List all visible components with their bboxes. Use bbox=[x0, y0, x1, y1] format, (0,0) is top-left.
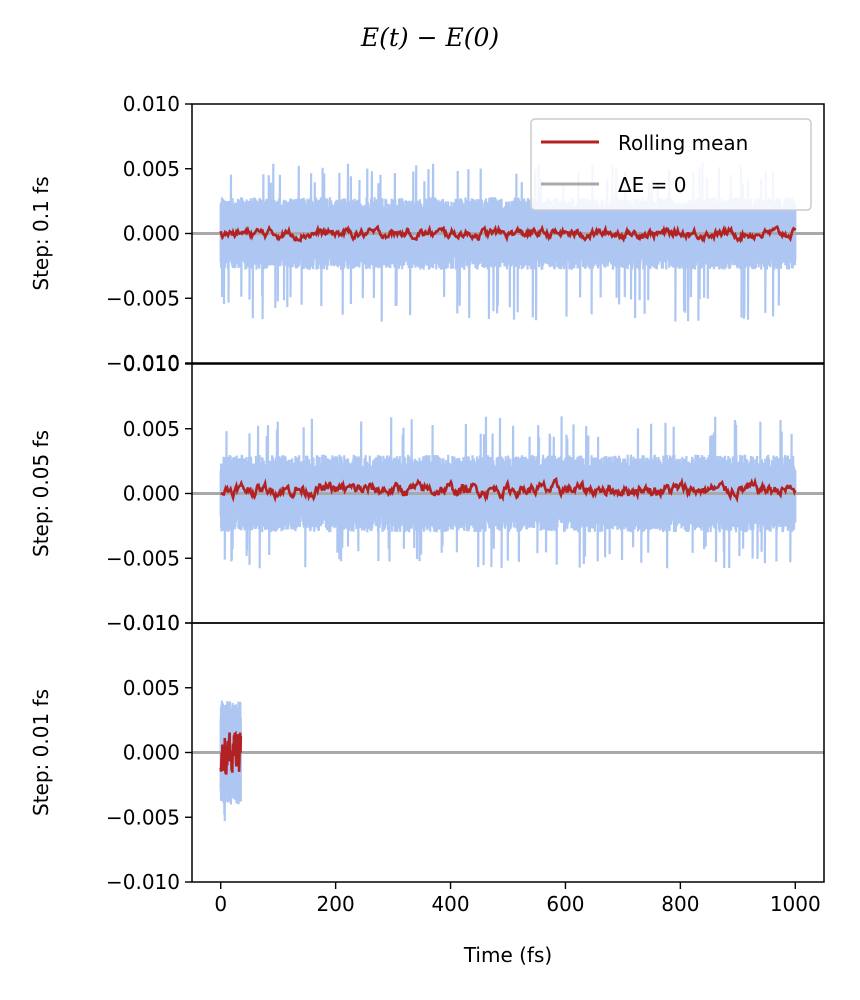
legend-label-zero: ΔE = 0 bbox=[618, 173, 687, 197]
y-tick-label: 0.010 bbox=[123, 611, 180, 635]
y-tick-label: −0.005 bbox=[106, 546, 180, 570]
y-axis-label: Step: 0.05 fs bbox=[29, 430, 53, 557]
y-axis-label: Step: 0.01 fs bbox=[29, 689, 53, 816]
y-tick-label: −0.010 bbox=[106, 351, 180, 375]
y-tick-label: −0.010 bbox=[106, 611, 180, 635]
x-tick-label: 0 bbox=[214, 892, 227, 916]
subplot-2: 0.010 0.005 0.000 −0.005 −0.010 Step: 0.05 fs bbox=[29, 352, 825, 635]
y-tick-label: −0.005 bbox=[106, 805, 180, 829]
subplot-1: 0.010 0.005 0.000 −0.005 −0.010 Step: 0.1 fs bbox=[29, 92, 825, 375]
legend-box bbox=[530, 118, 812, 211]
legend: Rolling mean ΔE = 0 bbox=[530, 118, 812, 211]
x-tick-label: 400 bbox=[431, 892, 469, 916]
y-tick-label: −0.010 bbox=[106, 870, 180, 894]
y-tick-label: 0.010 bbox=[123, 92, 180, 116]
chart-title: E(t) − E(0) bbox=[360, 23, 499, 52]
x-tick-label: 800 bbox=[661, 892, 699, 916]
y-tick-label: 0.000 bbox=[123, 741, 180, 765]
x-tick-label: 200 bbox=[317, 892, 355, 916]
rolling-mean-series bbox=[220, 476, 797, 504]
y-tick-label: 0.000 bbox=[123, 222, 180, 246]
x-tick-label: 600 bbox=[546, 892, 584, 916]
y-tick-label: −0.005 bbox=[106, 286, 180, 310]
y-tick-label: 0.005 bbox=[123, 417, 180, 441]
y-axis-label: Step: 0.1 fs bbox=[29, 176, 53, 290]
y-tick-label: 0.005 bbox=[123, 676, 180, 700]
subplot-3: 0.010 0.005 0.000 −0.005 −0.010 Step: 0.01 fs bbox=[29, 611, 825, 894]
legend-label-rolling: Rolling mean bbox=[618, 131, 748, 155]
y-tick-label: 0.000 bbox=[123, 482, 180, 506]
y-tick-label: 0.005 bbox=[123, 157, 180, 181]
rolling-mean-series bbox=[219, 224, 797, 244]
x-axis-label: Time (fs) bbox=[463, 943, 552, 967]
x-tick-label: 1000 bbox=[770, 892, 821, 916]
rolling-mean-series bbox=[219, 730, 243, 775]
y-tick-label: 0.010 bbox=[123, 352, 180, 376]
